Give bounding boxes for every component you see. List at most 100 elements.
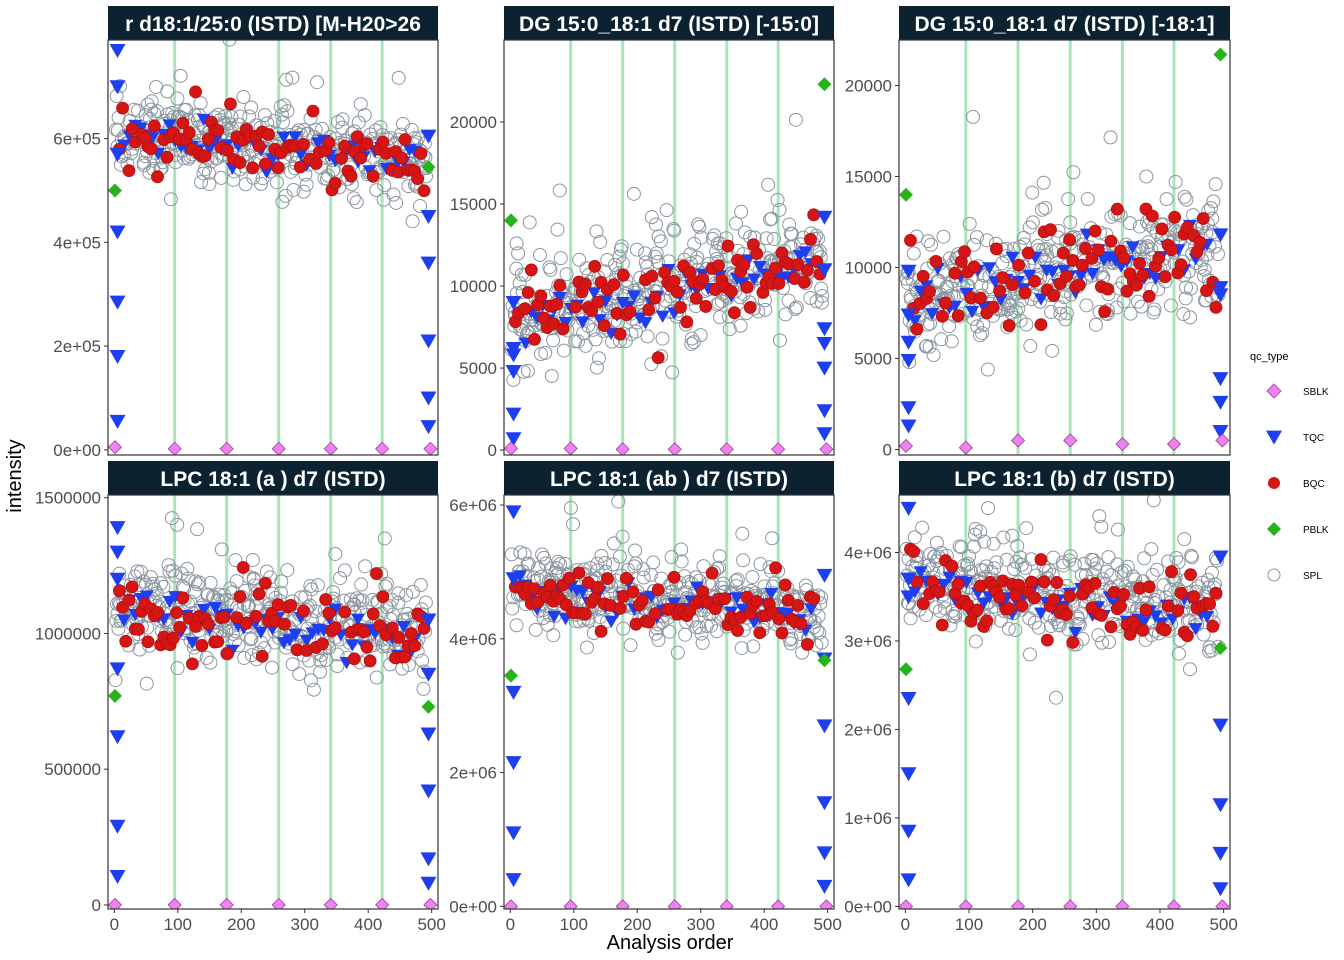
spl-point: [145, 576, 160, 591]
bqc-point: [642, 615, 656, 629]
spl-point: [154, 576, 169, 591]
y-tick-label: 0: [883, 441, 892, 460]
sblk-point: [1215, 899, 1230, 909]
legend-key-pblk: [1267, 522, 1281, 536]
spl-point: [296, 122, 311, 137]
bqc-point: [252, 587, 266, 601]
tqc-point: [816, 846, 833, 861]
tqc-point: [993, 293, 1008, 307]
spl-point: [551, 554, 566, 569]
spl-point: [203, 655, 218, 670]
spl-point: [1103, 130, 1118, 145]
spl-point: [305, 613, 320, 628]
bqc-point: [731, 624, 744, 637]
spl-point: [590, 563, 605, 578]
bqc-point: [246, 161, 260, 175]
bqc-point: [1152, 251, 1166, 265]
spl-point: [132, 642, 147, 657]
spl-point: [753, 557, 768, 572]
y-tick-label: 5000: [854, 350, 892, 369]
spl-point: [973, 524, 988, 539]
spl-point: [377, 531, 392, 546]
tqc-point: [420, 209, 437, 224]
tqc-point: [505, 873, 522, 888]
bqc-point: [417, 621, 431, 635]
spl-point: [638, 246, 653, 261]
bqc-point: [151, 170, 164, 184]
spl-point: [684, 336, 699, 351]
spl-point: [694, 626, 709, 641]
x-tick-label: 300: [1082, 915, 1110, 934]
legend-label: PBLK: [1303, 525, 1329, 536]
spl-point: [628, 324, 643, 339]
pblk-point: [817, 77, 832, 92]
tqc-point: [747, 273, 762, 286]
spl-point: [1067, 557, 1082, 572]
facet-strip: [899, 461, 1230, 495]
bqc-point: [996, 271, 1010, 285]
tqc-point: [139, 590, 154, 603]
bqc-point: [989, 242, 1003, 256]
tqc-point: [1212, 718, 1229, 733]
spl-point: [989, 555, 1004, 570]
spl-point: [648, 217, 663, 232]
spl-point: [1001, 621, 1016, 636]
bqc-point: [1063, 589, 1076, 603]
x-tick-label: 0: [110, 915, 119, 934]
tqc-point: [689, 581, 704, 594]
bqc-point: [297, 604, 310, 618]
bqc-point: [727, 306, 741, 320]
tqc-point: [592, 314, 607, 327]
spl-point: [712, 310, 727, 325]
bqc-point: [173, 620, 187, 634]
spl-point: [511, 246, 526, 261]
facet-title: LPC 18:1 (b) d7 (ISTD): [954, 468, 1175, 491]
spl-point: [948, 606, 963, 621]
y-tick-label: 0e+00: [449, 897, 497, 916]
sblk-point: [219, 897, 234, 909]
spl-point: [418, 595, 433, 610]
spl-point: [692, 620, 707, 635]
panel-border: [898, 494, 1231, 910]
spl-point: [1151, 589, 1166, 604]
bqc-point: [712, 259, 725, 272]
bqc-point: [309, 157, 323, 170]
spl-point: [337, 563, 352, 578]
bqc-point: [217, 610, 231, 624]
tqc-point: [1212, 798, 1229, 813]
tqc-point: [729, 592, 744, 605]
bqc-point: [1209, 586, 1223, 600]
bqc-point: [113, 584, 126, 598]
spl-point: [640, 329, 655, 344]
spl-point: [1022, 220, 1037, 235]
bqc-point: [807, 208, 821, 222]
tqc-point: [293, 148, 308, 162]
spl-point: [543, 262, 558, 277]
tqc-point: [655, 310, 670, 323]
tqc-point: [420, 852, 437, 867]
spl-point: [1193, 260, 1208, 275]
spl-point: [1171, 646, 1186, 661]
spl-point: [330, 647, 345, 662]
bqc-point: [1012, 258, 1026, 272]
plot-area: [899, 495, 1230, 909]
bqc-point: [935, 618, 949, 632]
bqc-point: [230, 611, 244, 625]
bqc-point: [182, 126, 196, 139]
bqc-point: [585, 304, 598, 318]
bqc-point: [1142, 580, 1156, 594]
tqc-point: [396, 620, 411, 634]
spl-point: [1073, 607, 1088, 622]
spl-point: [1094, 519, 1109, 534]
tqc-point: [1148, 610, 1163, 623]
spl-point: [966, 539, 981, 554]
spl-point: [728, 573, 743, 588]
y-tick-label: 0: [488, 441, 497, 460]
spl-point: [695, 635, 710, 650]
tqc-point: [1005, 251, 1020, 264]
facet-panel: LPC 18:1 (a ) d7 (ISTD) 0 500000 1000000 150…: [35, 461, 446, 934]
spl-point: [907, 530, 922, 545]
spl-point: [977, 534, 992, 549]
spl-point: [243, 632, 258, 647]
tqc-point: [615, 297, 630, 310]
